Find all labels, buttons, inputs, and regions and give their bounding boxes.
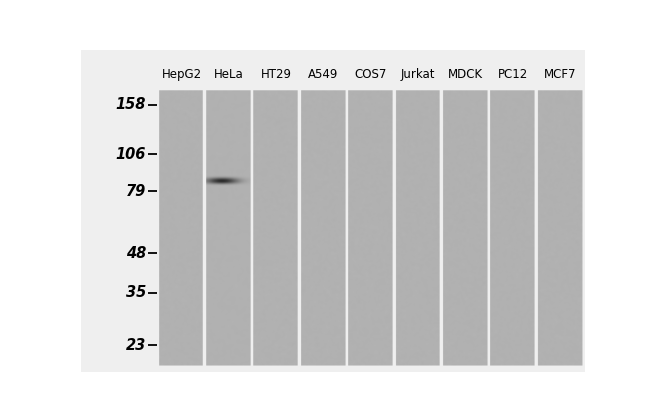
Text: 106: 106: [116, 147, 146, 162]
Text: HT29: HT29: [261, 68, 292, 81]
Text: MCF7: MCF7: [544, 68, 577, 81]
Text: A549: A549: [308, 68, 339, 81]
Text: HeLa: HeLa: [214, 68, 244, 81]
Text: 48: 48: [126, 246, 146, 261]
Text: Jurkat: Jurkat: [401, 68, 436, 81]
Text: COS7: COS7: [355, 68, 387, 81]
Text: 23: 23: [126, 338, 146, 353]
Text: PC12: PC12: [498, 68, 528, 81]
Text: 79: 79: [126, 184, 146, 199]
Text: 35: 35: [126, 285, 146, 301]
Text: MDCK: MDCK: [448, 68, 483, 81]
Text: 158: 158: [116, 97, 146, 112]
Text: HepG2: HepG2: [161, 68, 202, 81]
